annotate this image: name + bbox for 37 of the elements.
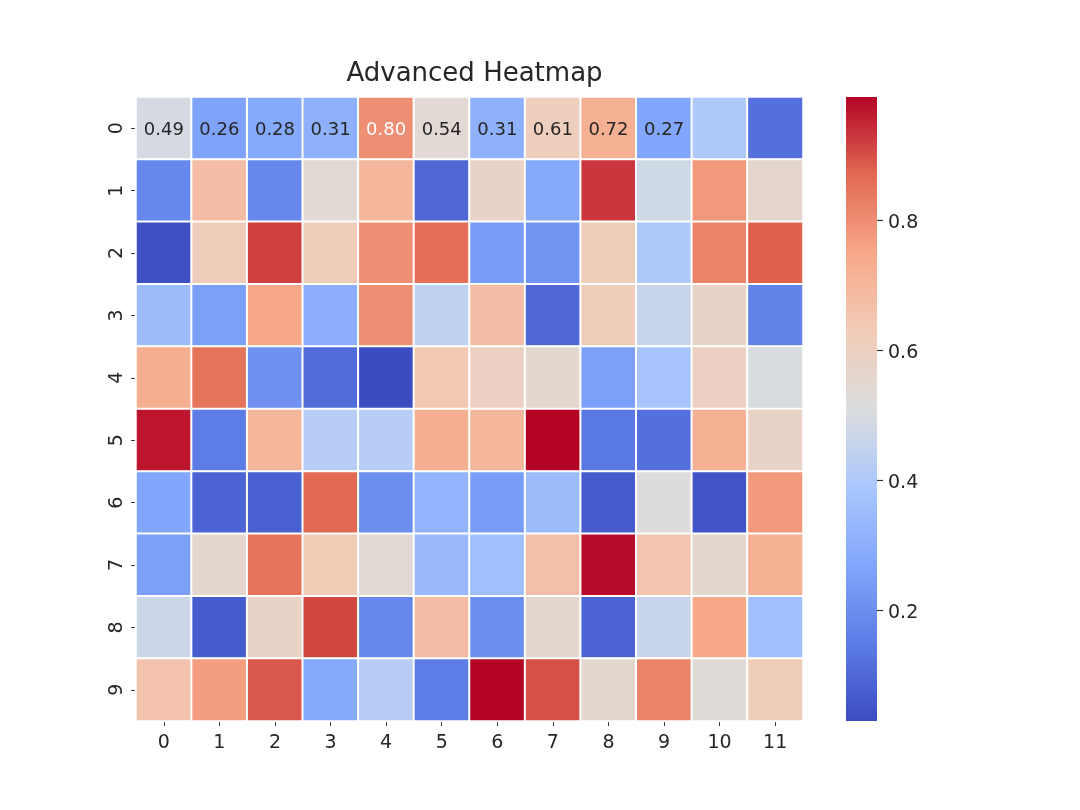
color-bar-label: 0.6 (888, 339, 919, 362)
y-tick-label: 1 (103, 184, 126, 197)
x-tick-label: 0 (157, 729, 170, 752)
data-label: 0.54 (421, 117, 462, 139)
y-tick-label: 7 (103, 558, 126, 572)
data-label: 0.80 (366, 117, 407, 139)
y-tick-label: 5 (103, 434, 126, 447)
x-tick-label: 4 (380, 729, 393, 752)
x-tick-label: 5 (435, 729, 448, 752)
x-tick-label: 11 (763, 729, 788, 752)
x-tick-label: 8 (602, 729, 615, 752)
data-label: 0.31 (477, 117, 518, 139)
data-label: 0.28 (254, 117, 295, 139)
x-tick-label: 9 (657, 729, 671, 752)
data-label: 0.61 (532, 117, 573, 139)
data-label: 0.72 (588, 117, 629, 139)
data-label: 0.49 (143, 117, 184, 139)
data-label: 0.31 (310, 117, 351, 139)
data-label: 0.26 (199, 117, 240, 139)
y-tick-label: 9 (103, 683, 126, 696)
color-bar-label: 0.8 (888, 209, 919, 232)
y-tick-label: 8 (103, 621, 126, 634)
chart-title: Advanced Heatmap (346, 57, 603, 87)
x-tick-label: 10 (707, 729, 732, 752)
x-tick-label: 7 (546, 729, 559, 752)
x-tick-label: 6 (491, 729, 504, 752)
x-tick-label: 2 (268, 729, 282, 752)
data-label: 0.27 (644, 117, 685, 139)
color-bar-label: 0.2 (888, 599, 919, 622)
y-tick-label: 3 (103, 309, 126, 322)
y-tick-label: 4 (103, 371, 126, 384)
y-tick-label: 6 (103, 496, 126, 509)
x-tick-label: 1 (213, 729, 226, 752)
color-bar-label: 0.4 (888, 469, 919, 492)
x-tick-label: 3 (324, 729, 337, 752)
y-tick-label: 0 (103, 122, 126, 135)
y-tick-label: 2 (103, 246, 126, 260)
